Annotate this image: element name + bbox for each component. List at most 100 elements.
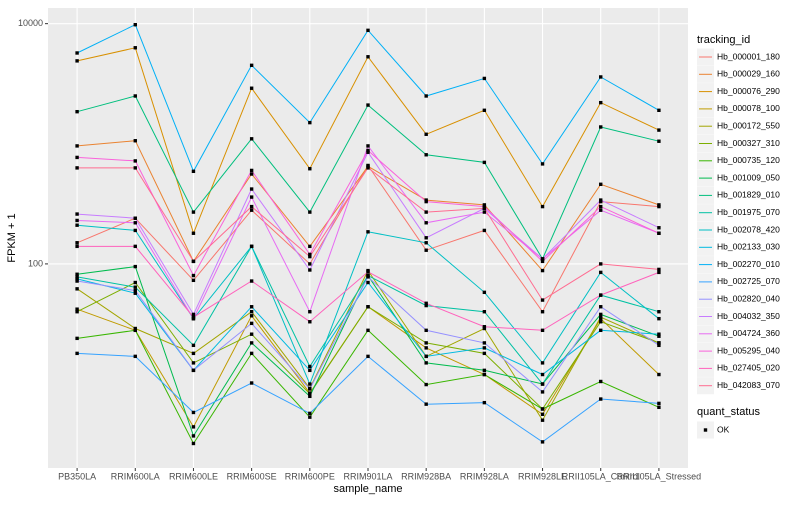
point [191,410,196,415]
point [599,320,603,324]
point [75,310,79,314]
point [133,328,137,333]
point [366,55,370,59]
point [424,303,428,308]
point [75,351,79,356]
point [308,387,312,391]
point [75,155,79,160]
point [191,434,196,438]
point [482,204,487,209]
point [191,169,196,174]
x-tick-label: RRIM600LE [169,471,218,481]
point [657,405,661,410]
point [308,167,312,171]
point [424,354,428,359]
x-tick-label: RRIM600SE [227,471,277,481]
point [249,137,254,141]
point [482,160,487,165]
point [75,144,79,148]
point [133,228,137,233]
point [133,280,137,285]
point [657,334,661,338]
point [191,343,196,348]
point [75,241,79,245]
point [308,254,312,259]
point [191,351,196,356]
point [75,277,79,281]
point [133,354,137,359]
point [366,280,370,285]
point [249,332,254,336]
point [657,267,661,272]
x-tick-label: RRII105LA_Stressed [617,471,702,481]
point [75,272,79,276]
point [366,28,370,33]
point [482,228,487,233]
point [424,301,428,305]
legend-label: Hb_002725_070 [717,276,780,286]
point [249,321,254,326]
point [191,425,196,429]
point [657,128,661,132]
point [133,291,137,295]
point [540,390,545,394]
point [540,268,545,273]
point [308,252,312,257]
point [75,218,79,223]
lines [75,23,661,446]
point [75,275,79,279]
point [599,305,603,309]
point [75,279,79,283]
point [540,328,545,333]
point [424,328,428,333]
point [75,212,79,216]
point [75,244,79,249]
point [424,361,428,365]
point [133,288,137,293]
point [657,401,661,406]
x-tick-label: PB350LA [58,471,96,481]
point [540,298,545,302]
point [366,144,370,148]
point [366,103,370,107]
point [133,221,137,225]
point [75,336,79,341]
point [249,341,254,345]
legend-label: Hb_001829_010 [717,190,780,200]
point [424,94,428,98]
point [75,287,79,291]
point [540,310,545,314]
point [366,166,370,170]
point [482,351,487,356]
point [599,198,603,202]
point [308,382,312,386]
point [308,411,312,416]
legend-label: Hb_001009_050 [717,172,780,182]
point [308,368,312,373]
point [249,172,254,176]
legend-label: Hb_000078_100 [717,103,780,113]
point [599,397,603,401]
point [599,328,603,333]
y-tick-label: 10000 [18,18,43,28]
point [482,368,487,373]
point [249,279,254,283]
point [599,125,603,129]
y-axis-title: FPKM + 1 [6,213,18,262]
point [191,312,196,317]
point [540,204,545,209]
point [657,341,661,345]
legend-label: Hb_042083_070 [717,380,780,390]
point [366,354,370,359]
legend-label: Hb_000735_120 [717,155,780,165]
point [424,210,428,214]
legend-label: Hb_002270_010 [717,259,780,269]
point [657,310,661,314]
point [424,199,428,204]
point [366,275,370,279]
point [191,368,196,373]
point [424,346,428,350]
point [657,372,661,377]
point [308,364,312,369]
point [308,210,312,214]
